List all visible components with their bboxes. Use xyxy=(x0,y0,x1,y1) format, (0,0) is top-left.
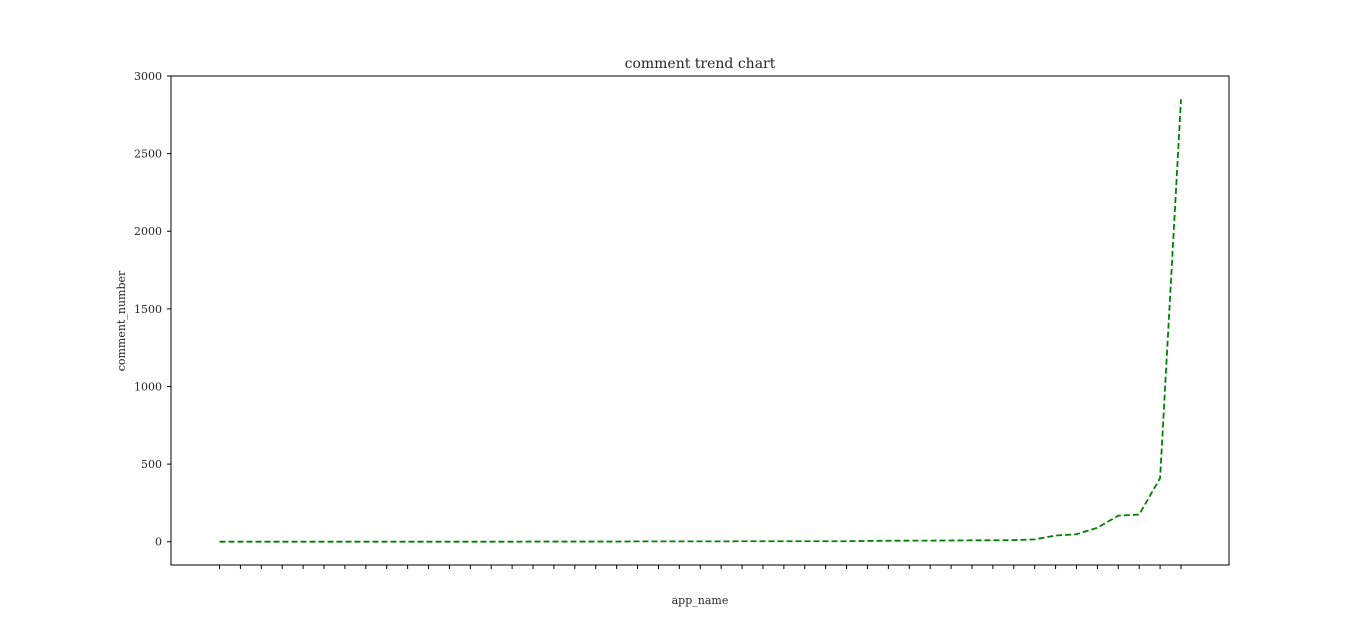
y-tick-label: 1500 xyxy=(134,303,162,316)
y-tick-label: 2500 xyxy=(134,148,162,161)
y-tick-label: 1000 xyxy=(134,380,162,393)
y-tick-label: 500 xyxy=(141,458,162,471)
y-axis: 0 500 1000 1500 2000 2500 3000 xyxy=(134,70,171,549)
x-axis xyxy=(219,565,1182,569)
x-axis-label: app_name xyxy=(672,594,729,607)
series-line xyxy=(219,99,1182,543)
chart-title: comment trend chart xyxy=(625,56,776,72)
y-tick-label: 3000 xyxy=(134,70,162,83)
y-axis-label: comment_number xyxy=(115,270,128,371)
y-tick-label: 2000 xyxy=(134,225,162,238)
y-tick-label: 0 xyxy=(155,536,162,549)
plot-area xyxy=(170,75,1230,566)
